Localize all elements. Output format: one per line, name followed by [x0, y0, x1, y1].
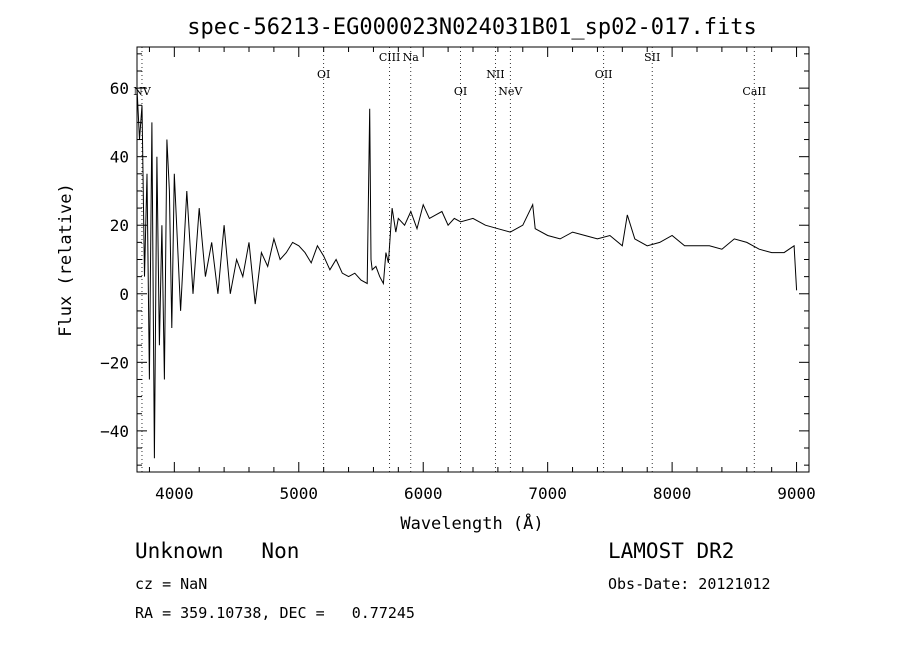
line-marker-label: NII [486, 68, 504, 81]
line-marker-label: NV [133, 85, 152, 98]
y-tick-label: 20 [110, 216, 129, 235]
x-tick-label: 5000 [280, 484, 319, 503]
line-marker-label: SII [644, 51, 660, 64]
survey-text: LAMOST DR2 [608, 539, 735, 563]
line-markers: NV OI CIII Na OI NII NeV OII SII CaII [133, 47, 766, 472]
line-marker-label: Na [403, 51, 420, 64]
line-marker-label: OI [317, 68, 330, 81]
x-tick-label: 9000 [777, 484, 816, 503]
x-tick-label: 6000 [404, 484, 443, 503]
line-marker-label: CaII [742, 85, 766, 98]
line-marker-label: OII [595, 68, 613, 81]
y-tick-label: 60 [110, 79, 129, 98]
obs-date-text: Obs-Date: 20121012 [608, 575, 771, 593]
x-axis-label: Wavelength (Å) [400, 512, 543, 534]
tick-labels: 4000 5000 6000 7000 8000 9000 −40 −20 0 20 40 60 [100, 79, 816, 503]
plot-frame [136, 46, 810, 473]
chart-title: spec-56213-EG000023N024031B01_sp02-017.f… [187, 15, 757, 40]
line-marker-label: NeV [498, 85, 523, 98]
radec-text: RA = 359.10738, DEC = 0.77245 [135, 604, 415, 622]
x-tick-label: 7000 [528, 484, 567, 503]
x-tick-label: 4000 [155, 484, 194, 503]
y-tick-label: 40 [110, 148, 129, 167]
line-marker-label: OI [454, 85, 467, 98]
y-axis-label: Flux (relative) [56, 183, 76, 337]
x-tick-label: 8000 [653, 484, 692, 503]
spectrum-line [136, 88, 798, 459]
class-text: Unknown Non [135, 539, 300, 563]
y-tick-label: 0 [119, 285, 129, 304]
line-marker-label: CIII [379, 51, 400, 64]
y-tick-label: −20 [100, 353, 129, 372]
redshift-text: cz = NaN [135, 575, 208, 593]
y-tick-label: −40 [100, 422, 129, 441]
axis-ticks [137, 47, 809, 472]
spectrum-series [136, 88, 798, 459]
